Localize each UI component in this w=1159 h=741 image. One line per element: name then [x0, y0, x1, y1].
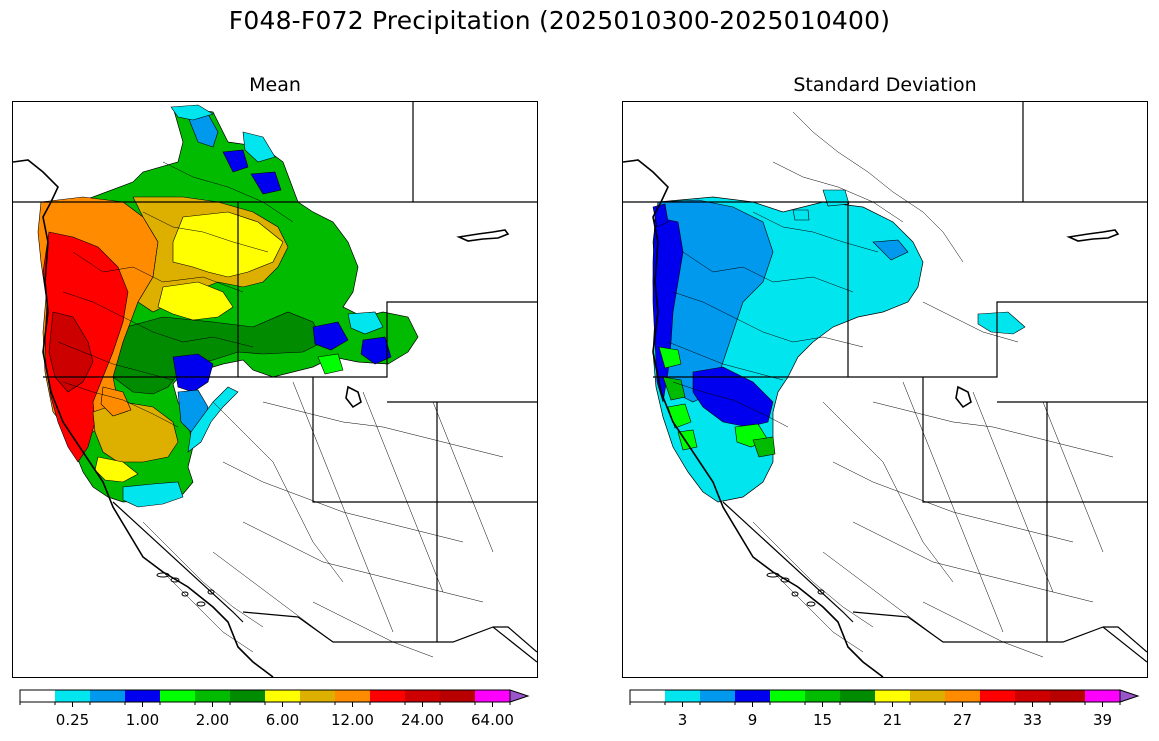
colorbar-tick-label: 1.00 [126, 711, 159, 729]
colorbar-tick-label: 33 [1023, 711, 1042, 729]
mean-cyan-north [170, 104, 214, 121]
colorbar-bin-cyan [55, 690, 91, 702]
mean-cyan-region [187, 386, 239, 453]
colorbar-bin-blue [735, 690, 771, 702]
colorbar-tick-label: 64.00 [471, 711, 514, 729]
colorbar-tick-label: 12.00 [331, 711, 374, 729]
colorbar-bin-lightblue [700, 690, 736, 702]
figure-title: F048-F072 Precipitation (2025010300-2025… [228, 6, 891, 35]
mean-cyan-south [122, 481, 184, 508]
mean-state-borders [13, 102, 537, 663]
colorbar-bin-green [805, 690, 841, 702]
colorbar-tick-label: 21 [883, 711, 902, 729]
stddev-panel-title: Standard Deviation [793, 74, 977, 96]
colorbar-bin-crimson [1050, 690, 1086, 702]
colorbar-bin-lightblue [90, 690, 126, 702]
stddev-basin-lines [667, 111, 1114, 658]
mean-precip-fill [37, 104, 419, 508]
mean-islands [156, 572, 215, 607]
mean-orange-sierra [100, 386, 132, 417]
colorbar-bin-white [20, 690, 56, 702]
colorbar-bin-crimson [440, 690, 476, 702]
mean-lime-wy [317, 353, 344, 375]
colorbar-bin-darkred [405, 690, 441, 702]
colorbar-bin-orange [945, 690, 981, 702]
stddev-cyan-north-2 [792, 209, 810, 221]
stddev-state-borders [623, 102, 1147, 663]
stddev-map-svg [623, 102, 1147, 677]
colorbar-bin-green [195, 690, 231, 702]
colorbar-tick-label: 2.00 [196, 711, 229, 729]
mean-cyan-north-2 [242, 131, 276, 163]
mean-gold-sierra [92, 401, 179, 463]
mean-darkgreen-region [107, 311, 324, 395]
colorbar-tick-label: 6.00 [266, 711, 299, 729]
stddev-green-patch-2 [752, 436, 776, 458]
stddev-fill [652, 189, 1026, 503]
mean-blue-east [312, 321, 349, 351]
colorbar-extend-arrow [509, 689, 530, 703]
mean-blue-region [172, 353, 214, 393]
colorbar-bin-gold [300, 690, 336, 702]
colorbar-bin-cyan [665, 690, 701, 702]
mean-darkred-region [48, 311, 94, 393]
mean-map [12, 101, 538, 678]
colorbar-tick-label: 9 [748, 711, 758, 729]
colorbar-bin-yellow [265, 690, 301, 702]
colorbar-bin-orange [335, 690, 371, 702]
colorbar-bin-red [980, 690, 1016, 702]
stddev-lime-patch-1 [658, 346, 682, 369]
colorbar-tick-label: 0.25 [56, 711, 89, 729]
mean-coastline [13, 159, 510, 677]
mean-colorbar-svg: 0.25 1.00 2.00 6.00 12.00 24.00 64.00 [19, 689, 530, 729]
colorbar-bin-magenta [1085, 690, 1121, 702]
colorbar-bin-white [630, 690, 666, 702]
mean-blue-east-2 [360, 336, 392, 365]
colorbar-bin-blue [125, 690, 161, 702]
colorbar-bin-darkgreen [230, 690, 266, 702]
mean-map-svg [13, 102, 537, 677]
stddev-cyan-wy [977, 311, 1026, 335]
colorbar-bin-darkgreen [840, 690, 876, 702]
colorbar-tick-label: 27 [953, 711, 972, 729]
stddev-lightblue-id [872, 239, 909, 261]
colorbar-bin-lime [160, 690, 196, 702]
colorbar-tick-label: 39 [1093, 711, 1112, 729]
mean-basin-lines [57, 161, 504, 658]
colorbar-tick-label: 24.00 [401, 711, 444, 729]
mean-blue-north-3 [250, 171, 282, 195]
mean-yellow-region-2 [157, 281, 234, 321]
colorbar-tick-label: 3 [678, 711, 688, 729]
colorbar-bin-lime [770, 690, 806, 702]
stddev-colorbar: 3 9 15 21 27 33 39 [629, 689, 1145, 735]
stddev-coastline [623, 159, 1120, 677]
colorbar-tick-label: 15 [813, 711, 832, 729]
mean-cyan-east [347, 311, 384, 335]
mean-panel-title: Mean [249, 74, 301, 96]
stddev-colorbar-svg: 3 9 15 21 27 33 39 [629, 689, 1140, 729]
stddev-lime-patch-3 [677, 429, 698, 451]
mean-colorbar: 0.25 1.00 2.00 6.00 12.00 24.00 64.00 [19, 689, 535, 735]
stddev-islands [766, 572, 825, 607]
mean-blue-north-2 [222, 149, 249, 173]
colorbar-extend-arrow [1119, 689, 1140, 703]
colorbar-bin-magenta [475, 690, 511, 702]
colorbar-bin-yellow [875, 690, 911, 702]
stddev-map [622, 101, 1148, 678]
colorbar-bin-darkred [1015, 690, 1051, 702]
colorbar-bin-red [370, 690, 406, 702]
stddev-green-patch-1 [662, 376, 686, 401]
colorbar-bin-gold [910, 690, 946, 702]
